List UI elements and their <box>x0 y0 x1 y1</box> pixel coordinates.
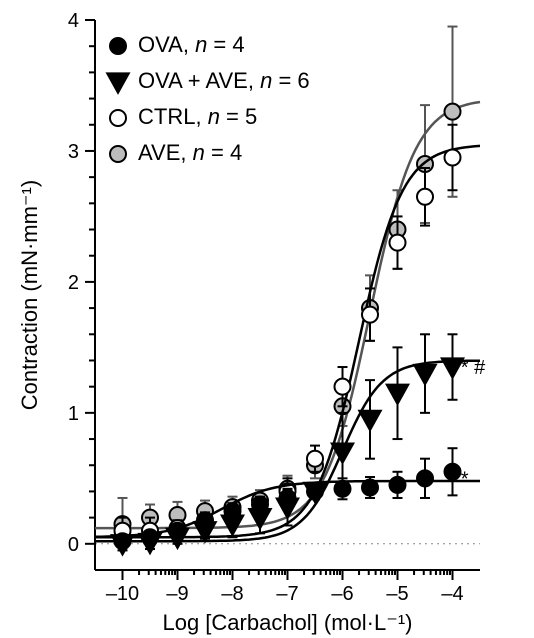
svg-text:CTRL, n = 5: CTRL, n = 5 <box>138 104 257 129</box>
svg-text:1: 1 <box>68 403 79 425</box>
svg-text:–7: –7 <box>276 583 298 605</box>
svg-text:*: * <box>461 468 469 490</box>
svg-text:0: 0 <box>68 534 79 556</box>
svg-text:AVE, n = 4: AVE, n = 4 <box>138 140 242 165</box>
svg-text:–9: –9 <box>166 583 188 605</box>
chart-svg: 0 1 2 3 4 –10 –9 –8 –7 –6 –5 –4 Log [Carbachol] (mol… <box>0 0 534 638</box>
svg-text:–6: –6 <box>331 583 353 605</box>
svg-text:Contraction (mN·mm⁻¹): Contraction (mN·mm⁻¹) <box>17 180 42 410</box>
svg-text:3: 3 <box>68 141 79 163</box>
svg-text:OVA, n = 4: OVA, n = 4 <box>138 32 245 57</box>
svg-text:–8: –8 <box>221 583 243 605</box>
svg-text:* #: * # <box>461 357 486 379</box>
svg-text:2: 2 <box>68 272 79 294</box>
svg-text:OVA + AVE, n = 6: OVA + AVE, n = 6 <box>138 68 310 93</box>
svg-text:4: 4 <box>68 10 79 32</box>
svg-text:–4: –4 <box>441 583 463 605</box>
svg-text:–5: –5 <box>386 583 408 605</box>
dose-response-chart: 0 1 2 3 4 –10 –9 –8 –7 –6 –5 –4 Log [Carbachol] (mol… <box>0 0 534 638</box>
svg-text:–10: –10 <box>106 583 139 605</box>
svg-text:Log [Carbachol] (mol·L⁻¹): Log [Carbachol] (mol·L⁻¹) <box>162 610 412 635</box>
